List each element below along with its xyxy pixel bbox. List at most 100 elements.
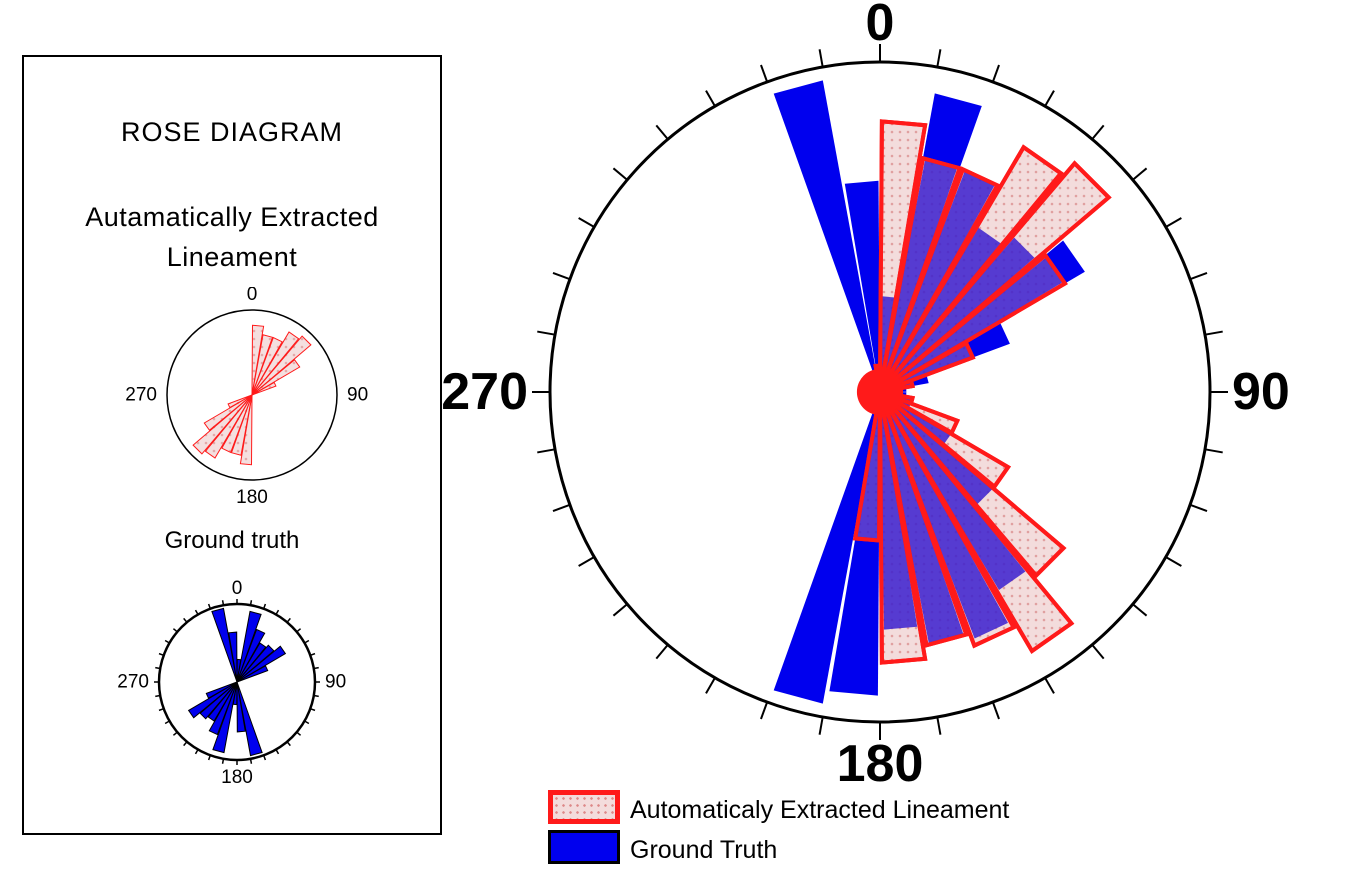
legend-swatch-auto	[548, 790, 620, 824]
inset-gt-title: Ground truth	[164, 527, 300, 554]
auto-lineament-petal	[251, 359, 301, 396]
ground-truth-petal	[211, 607, 238, 683]
rose-tick	[207, 603, 212, 609]
rose-tick	[612, 603, 628, 617]
rose-tick	[1132, 167, 1148, 181]
rose-tick	[262, 603, 267, 609]
rose-tick	[1044, 677, 1055, 694]
inset-panel: ROSE DIAGRAM Autamatically Extracted Lin…	[22, 55, 442, 835]
center-hub	[856, 368, 904, 416]
overlap-petal	[880, 170, 996, 392]
rose-tick	[262, 755, 267, 761]
rose-tick	[310, 707, 316, 712]
direction-label-270: 270	[441, 363, 528, 421]
direction-label-0: 0	[247, 287, 258, 305]
rose-tick	[552, 272, 571, 281]
rose-tick	[1165, 217, 1182, 228]
rose-tick	[991, 701, 1000, 720]
rose-tick	[1091, 644, 1105, 660]
rose-circle	[166, 309, 338, 481]
ground-truth-petal	[236, 681, 263, 757]
rose-tick	[194, 749, 199, 755]
rose-tick	[172, 628, 178, 633]
rose-tick	[655, 124, 669, 140]
rose-tick	[705, 90, 716, 107]
rose-tick	[164, 639, 170, 644]
rose-tick	[1189, 272, 1208, 281]
auto-lineament-outline	[879, 340, 976, 394]
ground-truth-petal	[205, 681, 238, 699]
main-rose-diagram: 0 90 180 270	[441, 0, 1290, 790]
rose-tick	[172, 731, 178, 736]
rose-tick	[1189, 503, 1208, 512]
rose-tick	[537, 330, 556, 336]
overlap-petal	[880, 227, 1001, 392]
rose-tick	[760, 701, 769, 720]
direction-label-270: 270	[117, 672, 149, 693]
rose-tick	[552, 503, 571, 512]
direction-label-180: 180	[837, 735, 924, 790]
rose-tick	[221, 758, 225, 764]
rose-tick	[155, 666, 161, 670]
rose-tick	[1204, 330, 1223, 336]
ground-truth-petal	[773, 392, 880, 704]
direction-label-180: 180	[236, 487, 268, 508]
rose-tick	[296, 628, 302, 633]
rose-tick	[275, 609, 280, 615]
rose-tick	[760, 64, 769, 83]
direction-label-0: 0	[866, 0, 895, 52]
ground-truth-petal	[236, 681, 246, 733]
rose-tick	[818, 716, 824, 735]
inset-auto-title-line1: Autamatically Extracted	[85, 202, 379, 232]
overlap-petal	[880, 392, 1008, 639]
direction-label-180: 180	[221, 767, 253, 788]
ground-truth-petal	[228, 631, 238, 683]
auto-lineament-outline	[878, 390, 1075, 654]
legend-label-auto: Automaticaly Extracted Lineament	[630, 796, 1010, 824]
rose-tick	[705, 677, 716, 694]
rose-tick	[249, 600, 253, 606]
inset-title: ROSE DIAGRAM	[120, 117, 344, 147]
rose-tick	[155, 694, 161, 698]
auto-lineament-petal	[192, 394, 253, 455]
rose-tick	[275, 749, 280, 755]
inset-gt-rose: 0 90 180 270	[117, 578, 346, 788]
rose-tick	[286, 741, 291, 747]
rose-tick	[936, 716, 942, 735]
auto-lineament-outline	[878, 160, 1112, 394]
rose-tick	[655, 644, 669, 660]
rose-tick	[207, 755, 212, 761]
rose-tick	[286, 617, 291, 623]
direction-label-90: 90	[1232, 363, 1290, 421]
rose-tick	[818, 49, 824, 68]
overlap-petal	[880, 257, 1064, 392]
legend-label-gt: Ground Truth	[630, 836, 778, 864]
auto-lineament-petal	[251, 335, 312, 396]
rose-tick	[1132, 603, 1148, 617]
rose-tick	[313, 694, 319, 698]
rose-tick	[313, 666, 319, 670]
rose-tick	[537, 448, 556, 454]
rose-tick	[296, 731, 302, 736]
rose-tick	[249, 758, 253, 764]
rose-tick	[578, 556, 595, 567]
inset-auto-title-line2: Lineament	[166, 242, 298, 272]
ground-truth-petal	[236, 665, 269, 683]
rose-tick	[304, 639, 310, 644]
rose-tick	[304, 720, 310, 725]
inset-auto-rose: 0 90 180 270	[125, 287, 368, 508]
inset-auto-title: Autamatically Extracted Lineament	[24, 197, 440, 277]
rose-tick	[164, 720, 170, 725]
rose-tick	[1044, 90, 1055, 107]
rose-tick	[1165, 556, 1182, 567]
rose-tick	[578, 217, 595, 228]
rose-tick	[936, 49, 942, 68]
direction-label-270: 270	[125, 385, 157, 406]
rose-tick	[158, 652, 164, 657]
auto-lineament-petal	[227, 394, 253, 409]
ground-truth-petal	[236, 610, 262, 683]
overlap-petal	[880, 392, 993, 505]
overlap-petal	[880, 237, 1035, 392]
direction-label-90: 90	[325, 672, 346, 693]
legend-swatch-gt	[548, 830, 620, 864]
